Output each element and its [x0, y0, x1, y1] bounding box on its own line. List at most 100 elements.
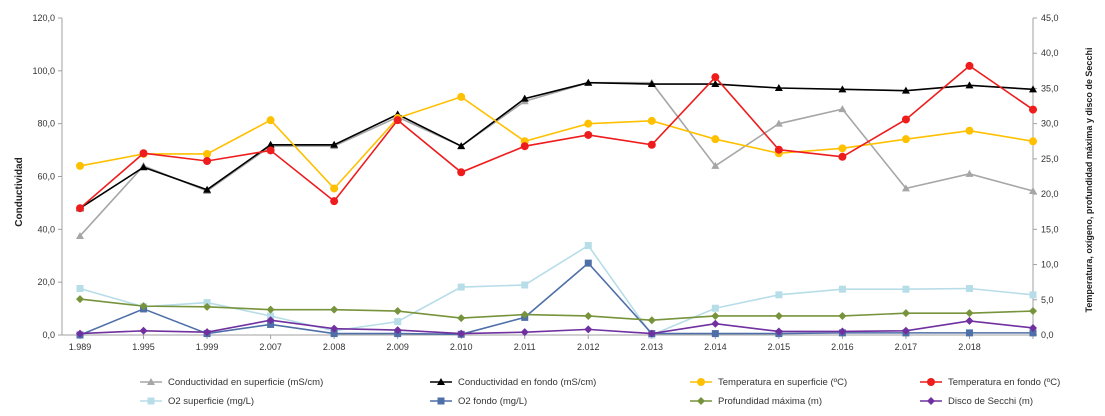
data-point — [203, 302, 212, 311]
y2-tick-label: 30,0 — [1041, 119, 1059, 129]
data-point — [394, 318, 402, 326]
data-point — [711, 311, 720, 320]
data-point — [76, 285, 84, 293]
data-point — [711, 161, 720, 169]
x-tick-label: 2.008 — [323, 342, 346, 352]
y2-tick-label: 15,0 — [1041, 224, 1059, 234]
data-point — [965, 169, 974, 177]
data-point — [965, 316, 974, 325]
data-point — [965, 309, 974, 318]
data-point — [711, 330, 719, 338]
legend-swatch-marker — [927, 378, 935, 386]
data-point — [647, 80, 656, 88]
data-point — [711, 304, 719, 312]
data-point — [774, 311, 783, 320]
x-tick-label: 2.009 — [386, 342, 409, 352]
x-tick-label: 2.015 — [768, 342, 791, 352]
data-point — [203, 149, 212, 158]
x-tick-label: 1.989 — [69, 342, 92, 352]
series-6 — [76, 259, 1037, 339]
data-point — [76, 329, 84, 338]
legend-swatch-marker — [697, 397, 705, 405]
data-point — [838, 144, 847, 153]
series-2 — [76, 78, 1037, 212]
data-point — [266, 316, 275, 325]
y-tick-label: 100,0 — [32, 66, 55, 76]
series-line — [79, 319, 1034, 335]
x-tick-label: 2.007 — [259, 342, 282, 352]
data-point — [266, 140, 275, 148]
y2-tick-label: 5,0 — [1041, 295, 1054, 305]
y-tick-label: 40,0 — [37, 224, 55, 234]
data-point — [520, 142, 529, 151]
data-point — [647, 140, 656, 149]
x-tick-label: 2.010 — [450, 342, 473, 352]
y2-tick-label: 35,0 — [1041, 83, 1059, 93]
data-point — [76, 204, 84, 213]
legend-label: Conductividad en superficie (mS/cm) — [168, 377, 323, 388]
legend-swatch-marker — [437, 378, 445, 385]
legend-item: Temperatura en fondo (ºC) — [920, 377, 1060, 388]
y2-tick-label: 0,0 — [1041, 330, 1054, 340]
data-point — [393, 307, 402, 316]
data-point — [901, 309, 910, 318]
legend: Conductividad en superficie (mS/cm) Condu… — [140, 377, 1060, 407]
data-point — [647, 316, 656, 325]
data-point — [521, 281, 529, 289]
data-point — [902, 285, 910, 293]
data-point — [774, 119, 783, 127]
data-point — [330, 184, 339, 193]
series-4 — [76, 61, 1037, 213]
legend-label: Temperatura en fondo (ºC) — [948, 377, 1060, 388]
series-layer — [76, 61, 1037, 339]
legend-item: O2 fondo (mg/L) — [430, 396, 527, 407]
y-tick-label: 80,0 — [37, 119, 55, 129]
data-point — [584, 259, 592, 267]
data-point — [1029, 187, 1037, 195]
data-point — [775, 291, 783, 299]
data-point — [647, 329, 656, 338]
data-point — [965, 285, 973, 293]
data-point — [76, 231, 84, 239]
data-point — [330, 330, 338, 338]
legend-label: Profundidad máxima (m) — [718, 396, 822, 407]
data-point — [457, 329, 466, 338]
data-point — [139, 163, 148, 171]
data-point — [711, 319, 720, 328]
data-point — [203, 185, 212, 193]
x-tick-label: 2.018 — [958, 342, 981, 352]
x-tick-label: 1.999 — [196, 342, 219, 352]
data-point — [1029, 137, 1037, 146]
y-tick-label: 20,0 — [37, 277, 55, 287]
legend-swatch-marker — [147, 378, 155, 385]
series-line — [79, 244, 1034, 336]
data-point — [774, 145, 783, 154]
data-point — [1029, 323, 1037, 332]
data-point — [393, 326, 402, 335]
series-line — [79, 81, 1034, 237]
data-point — [457, 314, 466, 323]
data-point — [520, 94, 529, 102]
y2-axis-title: Temperatura, oxígeno, profundidad máxima… — [1084, 48, 1094, 313]
y-tick-label: 0,0 — [42, 330, 55, 340]
legend-swatch-marker — [927, 397, 935, 405]
data-point — [584, 242, 592, 250]
data-point — [1029, 85, 1037, 93]
data-point — [266, 146, 275, 155]
data-point — [330, 140, 339, 148]
data-point — [266, 116, 275, 125]
series-3 — [76, 92, 1037, 193]
y-axis-title: Conductividad — [14, 157, 25, 226]
data-point — [838, 327, 847, 336]
data-point — [139, 149, 148, 158]
legend-label: O2 fondo (mg/L) — [458, 396, 527, 407]
data-point — [139, 302, 148, 311]
legend-swatch-marker — [697, 378, 705, 386]
data-point — [330, 197, 339, 206]
data-point — [647, 116, 656, 125]
series-8 — [76, 316, 1037, 338]
x-tick-label: 1.995 — [132, 342, 155, 352]
data-point — [520, 310, 529, 319]
